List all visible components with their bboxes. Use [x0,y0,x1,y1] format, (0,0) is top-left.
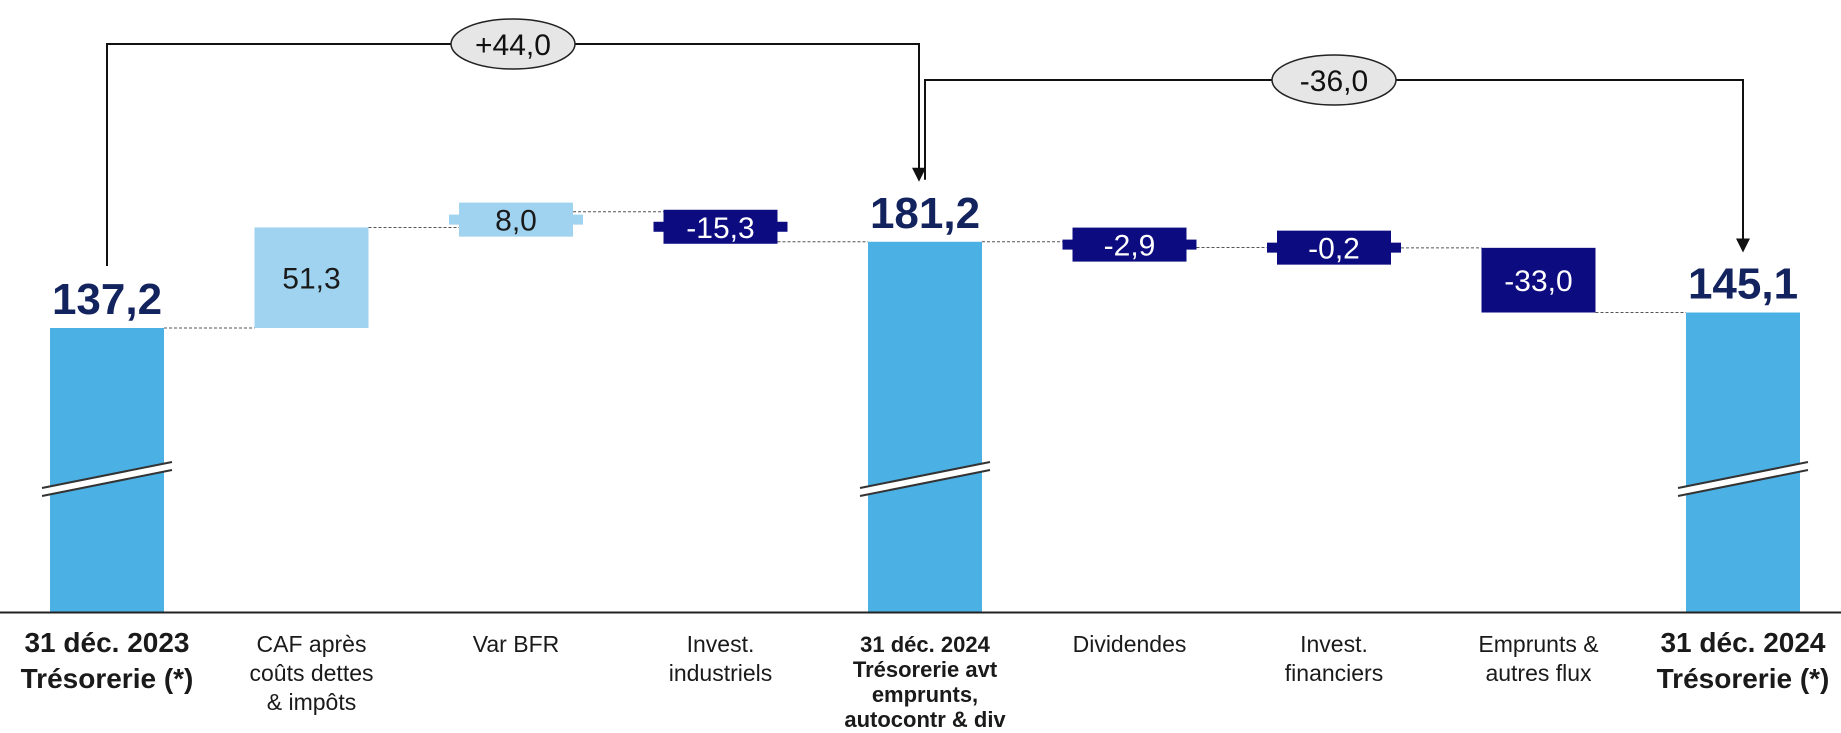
arrow-down-icon [1736,238,1750,253]
delta-value-label: 8,0 [495,205,537,238]
annotation-bubble [1271,54,1397,106]
axis-break-icon [859,461,991,497]
bar-total-8 [1686,312,1800,612]
total-value-label: 137,2 [52,275,162,324]
delta-value-label: 51,3 [282,263,340,296]
bar-delta-7 [1481,247,1596,313]
delta-value-label: -15,3 [686,212,754,245]
delta-value-label: -0,2 [1308,233,1360,266]
bracket-annotations: +44,0 -36,0 [106,18,1750,266]
annotation-bubble [450,18,576,70]
bracket-annotation: +44,0 [106,18,926,266]
total-value-label: 181,2 [870,189,980,238]
delta-value-label: -33,0 [1504,265,1572,298]
bar-delta-1 [254,227,369,328]
category-label: CAF après coûts dettes & impôts [249,631,373,715]
category-label: Dividendes [1073,631,1187,657]
bar-tab-2 [449,214,583,225]
bars [41,202,1809,612]
bar-tab-6 [1267,242,1401,253]
bracket-annotation: -36,0 [924,54,1750,253]
bar-total-4 [868,241,982,612]
category-label: Invest. financiers [1285,631,1383,686]
annotation-label: +44,0 [475,29,551,62]
category-label: Invest. industriels [669,631,773,686]
category-label: 31 déc. 2024 Trésorerie avt emprunts, autoc… [844,632,1006,732]
total-value-label: 145,1 [1688,260,1798,309]
category-label: 31 déc. 2024 Trésorerie (*) [1657,627,1830,694]
connector-lines [164,211,1686,329]
category-label: Emprunts & autres flux [1478,631,1598,686]
bar-tab-5 [1062,239,1197,250]
annotation-label: -36,0 [1300,65,1368,98]
axis-break-icon [1677,461,1809,497]
value-labels: 137,2 51,3 8,0 -15,3 181,2 -2,9 -0,2 -33,0 145,1 [52,189,1798,324]
arrow-down-icon [912,167,926,182]
axis-break-icon [41,461,173,497]
category-label: 31 déc. 2023 Trésorerie (*) [21,627,194,694]
delta-value-label: -2,9 [1104,230,1156,263]
category-labels: 31 déc. 2023 Trésorerie (*) CAF après coûts… [21,627,1830,732]
category-label: Var BFR [473,631,559,657]
bar-tab-3 [653,221,788,232]
